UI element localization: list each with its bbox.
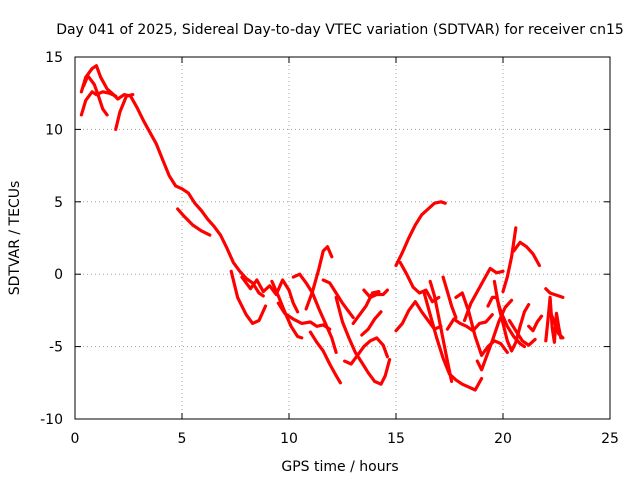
series-l — [308, 330, 342, 385]
y-tick-label: 15 — [45, 50, 63, 66]
series-ag — [507, 318, 537, 347]
y-axis-label: SDTVAR / TECUs — [7, 181, 23, 296]
x-tick-label: 25 — [601, 431, 619, 447]
y-tick-labels: -10 -5 0 5 10 15 — [40, 50, 63, 428]
series-v — [422, 290, 484, 392]
series-aj — [544, 295, 563, 344]
x-tick-label: 15 — [387, 431, 405, 447]
series-ad — [492, 279, 531, 353]
x-tick-label: 10 — [280, 431, 298, 447]
series-t — [398, 261, 441, 304]
axis-ticks — [74, 56, 611, 420]
series-o — [343, 336, 389, 366]
series-g — [240, 275, 300, 314]
series-ab — [475, 298, 514, 372]
series-j — [291, 272, 338, 354]
chart-title: Day 041 of 2025, Sidereal Day-to-day VTE… — [56, 22, 624, 38]
series-af — [512, 240, 542, 268]
series-ac — [486, 295, 527, 349]
series-y — [445, 313, 494, 333]
y-tick-label: 5 — [54, 195, 63, 211]
series-f — [229, 269, 268, 325]
series-r — [362, 288, 389, 299]
x-axis-label: GPS time / hours — [281, 459, 398, 475]
y-tick-label: 0 — [54, 267, 63, 283]
series-n — [334, 295, 392, 386]
series-ah — [527, 314, 544, 333]
x-tick-labels: 0 5 10 15 20 25 — [71, 431, 619, 447]
series-s — [394, 200, 447, 268]
series-m — [321, 278, 355, 320]
series-aa — [462, 266, 505, 323]
plot-frame — [74, 56, 611, 420]
y-tick-label: -10 — [40, 412, 63, 428]
series-z — [454, 291, 509, 357]
series-ae — [501, 226, 518, 294]
y-tick-label: -5 — [49, 340, 63, 356]
x-tick-label: 20 — [494, 431, 512, 447]
series-p — [351, 290, 381, 325]
series-e — [176, 207, 212, 237]
series-k — [304, 245, 334, 311]
series-x — [441, 275, 458, 320]
series-layer — [79, 64, 565, 392]
grid-lines — [75, 57, 610, 419]
series-i — [276, 301, 332, 331]
series-h — [270, 279, 304, 340]
series-ai — [544, 287, 565, 299]
series-q — [360, 310, 383, 337]
series-c — [81, 74, 109, 117]
series-ak — [548, 310, 565, 340]
x-tick-label: 0 — [71, 431, 80, 447]
series-d — [114, 92, 135, 131]
y-tick-label: 10 — [45, 122, 63, 138]
series-w — [428, 279, 454, 383]
series-a — [79, 64, 265, 298]
x-tick-label: 5 — [178, 431, 187, 447]
